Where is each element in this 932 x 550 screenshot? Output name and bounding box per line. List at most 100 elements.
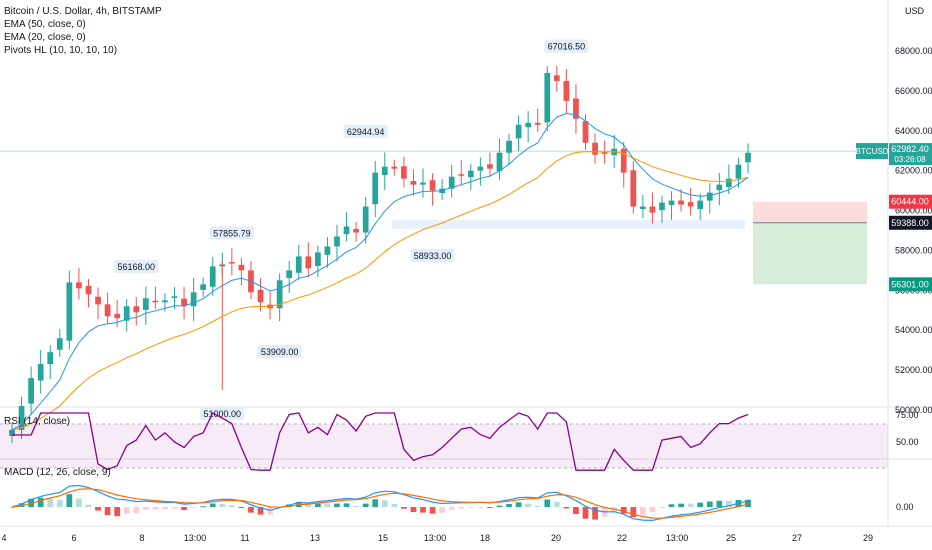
macd-histogram-bar [171, 507, 178, 509]
candle-body [152, 300, 159, 303]
macd-histogram-bar [95, 507, 101, 511]
candle-body [401, 166, 407, 179]
candle-body [305, 256, 312, 269]
time-tick: 13:00 [666, 533, 689, 543]
candle-body [257, 289, 264, 303]
candle-body [324, 246, 331, 255]
entry-price-tag: 59388.00 [891, 218, 929, 228]
candle-body [496, 152, 503, 172]
candle-body [286, 270, 293, 278]
time-tick: 13 [310, 533, 320, 543]
macd-histogram-bar [85, 504, 92, 507]
candle-body [726, 178, 732, 188]
macd-histogram-bar [525, 503, 532, 507]
rsi-tick: 50.00 [896, 437, 919, 447]
last-price-tag: 62982.40 [891, 144, 929, 154]
macd-tick: 0.00 [896, 502, 914, 512]
macd-histogram-bar [592, 507, 598, 520]
price-tick: 58000.00 [895, 245, 932, 255]
macd-histogram-bar [76, 498, 82, 507]
candle-body [114, 313, 121, 319]
macd-label: MACD (12, 26, close, 9) [4, 467, 111, 478]
rsi-tick: 75.00 [896, 410, 919, 420]
price-tick: 50000.00 [895, 405, 932, 415]
macd-histogram-bar [104, 507, 111, 516]
macd-histogram-bar [697, 502, 704, 507]
candle-body [315, 252, 321, 267]
price-tick: 68000.00 [895, 46, 932, 56]
rsi-line [12, 412, 749, 471]
macd-histogram-bar [152, 507, 159, 510]
macd-histogram-bar [496, 505, 503, 507]
macd-histogram-bar [515, 502, 522, 507]
candle-body [563, 80, 570, 101]
pivot-label: 51000.00 [204, 409, 242, 419]
pivot-label-bg [410, 248, 455, 262]
candle-body [295, 256, 302, 273]
pivot-label-bg [114, 259, 159, 273]
macd-histogram-bar [534, 505, 541, 507]
candle-body [76, 282, 82, 289]
macd-histogram-bar [458, 507, 465, 509]
macd-histogram-bar [66, 494, 73, 507]
candle-body [372, 172, 379, 205]
macd-histogram-bar [238, 507, 245, 508]
candle-body [544, 72, 551, 123]
candle-body [697, 200, 704, 209]
pivot-label: 58933.00 [414, 251, 452, 261]
time-tick: 25 [726, 533, 736, 543]
candle-body [745, 152, 751, 163]
target-price-tag: 56301.00 [891, 279, 929, 289]
macd-histogram-bar [324, 503, 331, 507]
macd-histogram-bar [9, 507, 15, 508]
time-tick: 8 [139, 533, 144, 543]
candle-body [95, 296, 101, 305]
candle-body [573, 98, 579, 119]
macd-histogram-bar [506, 504, 512, 507]
macd-histogram-bar [343, 503, 350, 507]
candle-body [735, 164, 742, 179]
take-profit-zone[interactable] [753, 222, 867, 285]
candle-body [28, 378, 34, 404]
pivot-label-bg [209, 226, 254, 240]
time-tick: 20 [551, 533, 561, 543]
macd-histogram-bar [687, 503, 694, 507]
candle-body [410, 181, 417, 185]
macd-histogram-bar [649, 507, 656, 513]
symbol-tag: BTCUSD [856, 147, 889, 156]
macd-histogram-bar [726, 500, 732, 507]
macd-histogram-bar [391, 503, 398, 507]
price-tick: 62000.00 [895, 166, 932, 176]
candle-body [238, 264, 245, 271]
candle-body [458, 174, 465, 176]
candle-body [668, 200, 675, 205]
entry-price-tag-bg [889, 215, 932, 230]
candle-body [162, 300, 168, 303]
macd-histogram-bar [114, 507, 121, 517]
macd-histogram-bar [448, 507, 455, 510]
macd-histogram-bar [47, 498, 54, 507]
pivot-label: 56168.00 [117, 262, 155, 272]
macd-histogram-bar [487, 507, 493, 508]
candle-body [592, 142, 598, 155]
macd-histogram-bar [200, 506, 207, 508]
time-tick: 13:00 [184, 533, 207, 543]
candle-body [391, 166, 398, 169]
price-tick: 54000.00 [895, 325, 932, 335]
macd-histogram-bar [420, 507, 426, 513]
candle-body [620, 148, 627, 173]
candle-body [506, 140, 512, 153]
stop-loss-zone[interactable] [753, 201, 867, 223]
candle-body [525, 122, 532, 128]
macd-histogram-bar [353, 505, 359, 507]
candle-body [9, 429, 15, 436]
time-tick: 13:00 [424, 533, 447, 543]
macd-histogram-bar [18, 503, 25, 507]
macd-line [11, 484, 749, 522]
candle-body [133, 306, 140, 313]
macd-histogram-bar [563, 507, 570, 509]
candle-body [47, 352, 54, 365]
time-tick: 6 [71, 533, 76, 543]
pivot-label: 57855.79 [213, 228, 251, 238]
